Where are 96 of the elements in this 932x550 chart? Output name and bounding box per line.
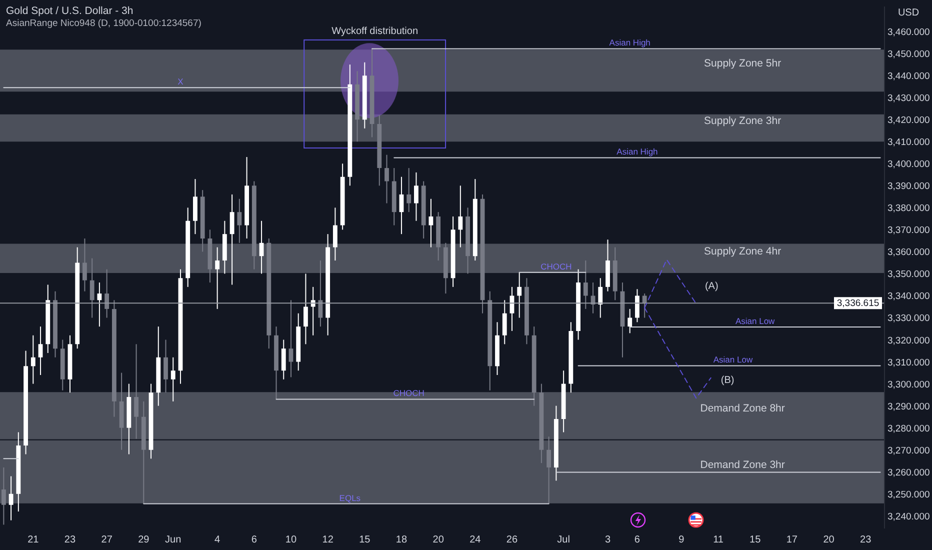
y-tick-label: 3,330.000 [888, 313, 930, 324]
candlestick [288, 300, 294, 378]
x-tick-label: 6 [634, 534, 640, 546]
x-tick-label: 21 [28, 534, 40, 546]
candlestick [332, 207, 338, 262]
y-tick-label: 3,290.000 [888, 401, 930, 412]
x-tick-label: 23 [860, 534, 872, 546]
candlestick [230, 194, 234, 286]
candlestick [8, 476, 14, 521]
series-label: Asian Low [735, 316, 776, 326]
y-tick-label: 3,450.000 [888, 49, 930, 60]
candlestick [583, 260, 588, 310]
y-tick-label: 3,350.000 [888, 269, 930, 280]
annotation: (A) [704, 280, 718, 292]
candlestick [237, 198, 242, 244]
candlestick [170, 356, 176, 402]
series-label: Asian High [616, 146, 658, 157]
x-tick-label: 6 [251, 534, 258, 546]
y-axis-title: USD [898, 8, 920, 18]
x-tick-label: Jun [165, 534, 182, 546]
x-tick-label: 18 [396, 534, 408, 546]
annotation: Wyckoff distribution [332, 26, 418, 38]
candlestick [399, 176, 404, 235]
y-tick-label: 3,390.000 [888, 181, 930, 192]
candlestick [384, 154, 389, 204]
y-tick-label: 3,410.000 [888, 137, 930, 148]
y-tick-label: 3,320.000 [888, 335, 930, 346]
x-tick-label: 27 [101, 534, 113, 546]
candlestick [30, 334, 36, 384]
candlestick [414, 172, 418, 222]
candlestick [428, 198, 434, 248]
y-tick-label: 3,260.000 [888, 467, 930, 478]
x-tick-label: 17 [786, 534, 798, 546]
x-tick-label: 10 [285, 534, 297, 546]
x-tick-label: 20 [432, 534, 444, 546]
candlestick [502, 300, 507, 345]
x-tick-label: 15 [359, 534, 371, 546]
candlestick [546, 436, 552, 504]
y-tick-label: 3,440.000 [888, 71, 930, 82]
band-label: Demand Zone 3hr [700, 458, 786, 471]
candlestick [1, 466, 6, 526]
x-tick-label: 3 [604, 534, 611, 546]
x-tick-label: 20 [823, 534, 835, 546]
x-tick-label: 4 [214, 534, 221, 546]
y-tick-label: 3,360.000 [888, 247, 930, 258]
y-tick-label: 3,250.000 [888, 489, 930, 500]
candlestick [406, 168, 412, 213]
series-label: Asian High [609, 38, 651, 48]
series-label: CHOCH [540, 261, 572, 272]
candlestick [517, 272, 522, 318]
candlestick [164, 339, 168, 394]
ref-line-label: 3,336.615 [836, 298, 880, 310]
y-tick-label: 3,420.000 [888, 115, 930, 126]
series-label: X [178, 76, 184, 87]
x-tick-label: 15 [750, 534, 762, 546]
x-tick-label: 11 [713, 534, 724, 546]
x-tick-label: 26 [506, 534, 518, 546]
y-tick-label: 3,370.000 [888, 225, 930, 236]
x-tick-label: 29 [138, 534, 150, 546]
candlestick [635, 288, 640, 323]
text: AsianRange Nico948 (D, 1900-0100:1234567) [6, 18, 202, 29]
series-label: EQLs [339, 492, 361, 503]
band-label: Supply Zone 5hr [704, 58, 782, 70]
candlestick [90, 258, 94, 318]
candlestick [458, 185, 463, 248]
y-tick-label: 3,240.000 [888, 511, 930, 522]
x-tick-label: 12 [322, 534, 334, 546]
candlestick [281, 339, 286, 380]
x-tick-label: 23 [64, 534, 76, 546]
y-tick-label: 3,340.000 [888, 291, 930, 302]
y-tick-label: 3,300.000 [888, 379, 930, 390]
y-tick-label: 3,430.000 [888, 93, 930, 104]
candlestick [318, 260, 323, 328]
x-tick-label: Jul [557, 534, 570, 546]
y-tick-label: 3,400.000 [888, 159, 930, 170]
y-tick-label: 3,460.000 [888, 27, 930, 38]
band-label: Supply Zone 3hr [704, 114, 782, 127]
chart-title: Gold Spot / U.S. Dollar - 3h [6, 5, 134, 17]
candlestick [104, 268, 110, 318]
x-tick-label: 9 [678, 534, 685, 546]
annotation: (B) [720, 374, 734, 386]
candlestick [598, 278, 603, 318]
x-tick-label: 24 [470, 534, 482, 546]
series-label: Asian Low [713, 354, 754, 365]
candlestick [304, 273, 308, 345]
candlestick [642, 293, 647, 318]
band-label: Supply Zone 4hr [704, 245, 782, 258]
candlestick [628, 308, 632, 334]
y-tick-label: 3,270.000 [888, 445, 930, 456]
y-tick-label: 3,380.000 [888, 203, 930, 214]
candlestick [82, 238, 87, 292]
candlestick [38, 326, 43, 376]
candlestick [97, 282, 102, 328]
y-tick-label: 3,310.000 [888, 357, 930, 368]
y-tick-label: 3,280.000 [888, 423, 930, 434]
candlestick [215, 246, 220, 310]
